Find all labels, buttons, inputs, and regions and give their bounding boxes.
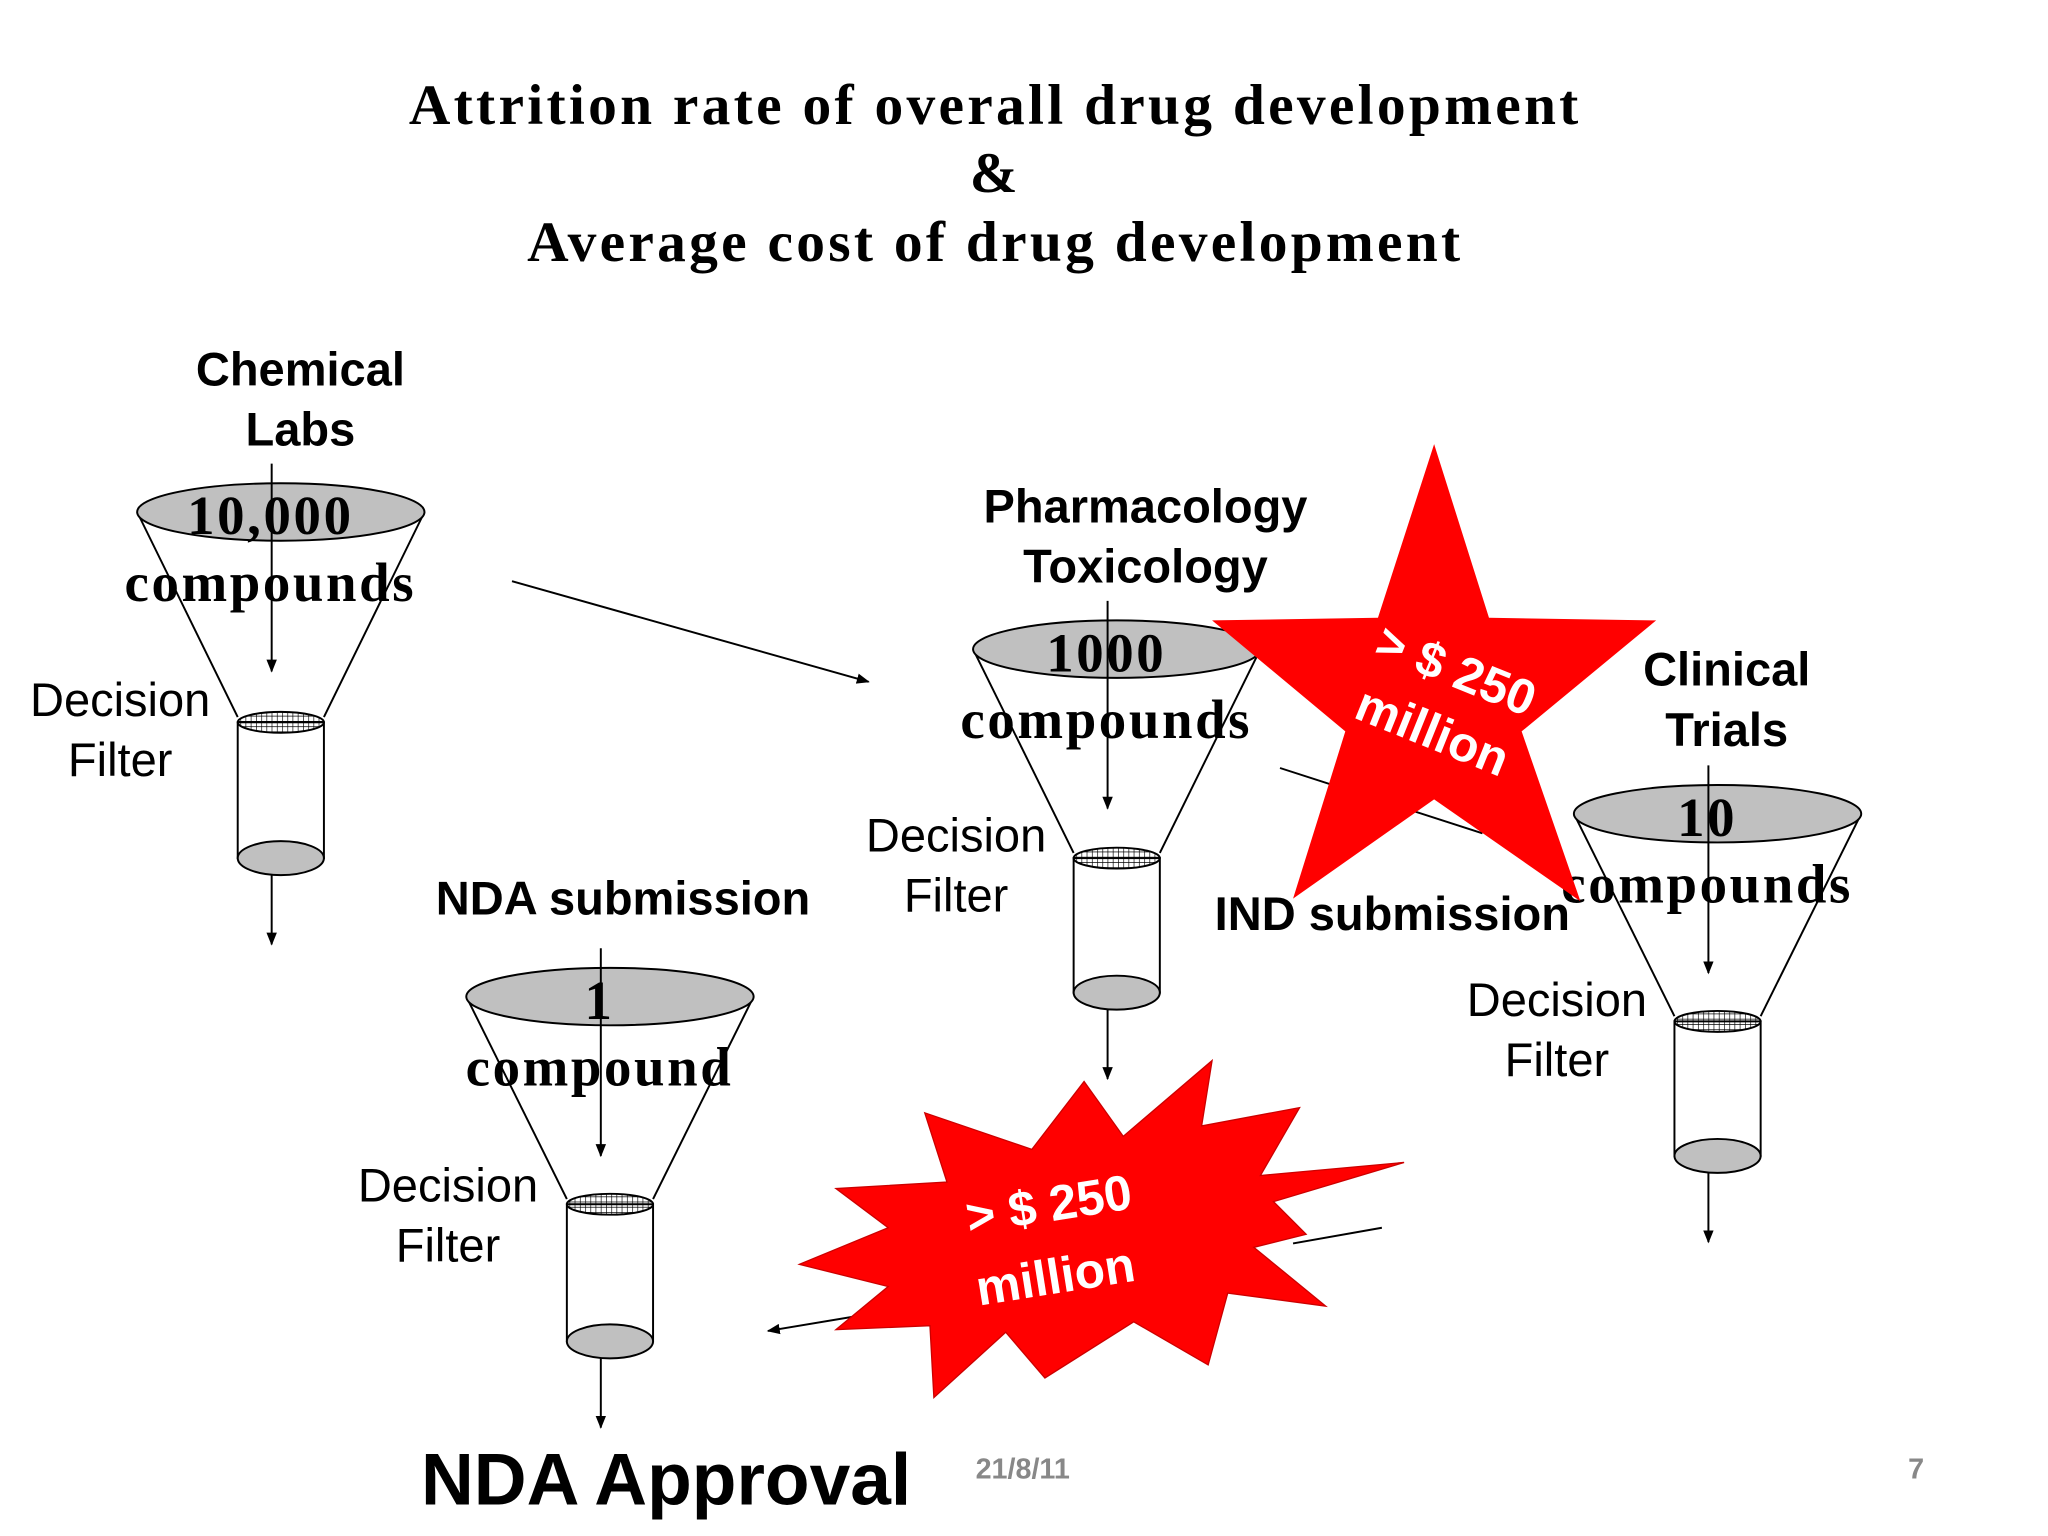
filter-mesh	[1072, 846, 1161, 870]
filter-mesh	[236, 710, 325, 734]
funnel-side	[1759, 813, 1863, 1017]
stage-label: NDA submission	[436, 871, 810, 924]
compound-count: 10,000	[187, 485, 354, 546]
tube-bottom	[1673, 1137, 1762, 1174]
flow-arrow	[511, 580, 870, 684]
stage-label: Trials	[1665, 703, 1788, 756]
compound-unit: compound	[466, 1036, 734, 1097]
compound-unit: compounds	[960, 689, 1252, 750]
cost-star	[1212, 444, 1657, 902]
funnel-side	[1573, 813, 1676, 1017]
filter-tube	[236, 721, 325, 860]
stage-label: Toxicology	[1023, 540, 1268, 593]
filter-tube	[565, 1203, 655, 1343]
compound-count: 1	[584, 970, 614, 1031]
funnel-side	[136, 511, 239, 718]
title-line: &	[970, 142, 1021, 205]
funnel-side	[323, 511, 426, 718]
tube-bottom	[236, 840, 325, 877]
funnel-top	[136, 482, 426, 542]
funnel-side	[1158, 648, 1262, 854]
funnel-side	[465, 996, 568, 1200]
compound-count: 10	[1677, 787, 1737, 848]
filter-mesh	[565, 1192, 655, 1216]
filter-label: Decision	[866, 809, 1046, 862]
title-line: Average cost of drug development	[527, 211, 1463, 274]
filter-tube	[1072, 857, 1161, 994]
stage-label: Pharmacology	[983, 479, 1307, 532]
flow-arrow	[1292, 1226, 1383, 1245]
stage-label: Chemical	[196, 342, 405, 395]
title-line: Attrition rate of overall drug developme…	[409, 74, 1582, 137]
footer-date: 21/8/11	[976, 1454, 1070, 1486]
stage-label: Labs	[246, 402, 356, 455]
nda-approval: NDA Approval	[421, 1440, 911, 1521]
compound-unit: compounds	[125, 552, 417, 613]
cost-burst	[797, 1058, 1405, 1399]
filter-label: Decision	[30, 673, 210, 726]
filter-label: Filter	[1505, 1033, 1609, 1086]
funnel-side	[972, 648, 1075, 854]
tube-bottom	[565, 1323, 655, 1360]
filter-mesh	[1673, 1009, 1762, 1033]
page-number: 7	[1908, 1454, 1924, 1486]
funnel-side	[652, 996, 755, 1200]
filter-label: Decision	[358, 1159, 538, 1212]
stage-label: Clinical	[1643, 643, 1810, 696]
tube-bottom	[1072, 974, 1161, 1011]
filter-tube	[1673, 1020, 1762, 1157]
funnel-top	[1572, 784, 1863, 844]
filter-label: Filter	[396, 1219, 500, 1272]
filter-label: Decision	[1467, 973, 1647, 1026]
filter-label: Filter	[68, 733, 172, 786]
funnel-top	[465, 966, 755, 1027]
filter-label: Filter	[904, 869, 1008, 922]
compound-count: 1000	[1046, 622, 1166, 683]
compound-unit: compounds	[1561, 854, 1853, 915]
ind-label: IND submission	[1215, 887, 1570, 940]
